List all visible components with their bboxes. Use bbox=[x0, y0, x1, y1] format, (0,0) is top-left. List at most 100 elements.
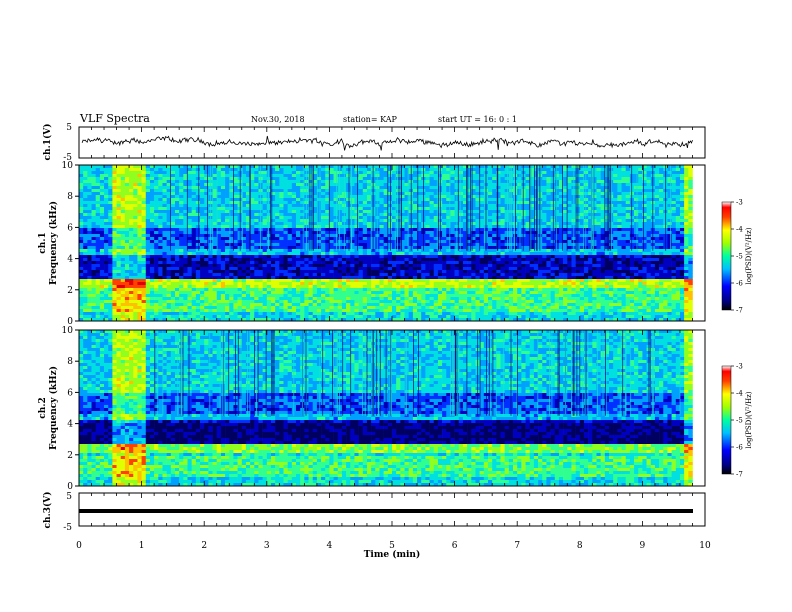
spec1-cell bbox=[366, 192, 372, 196]
spec1-cell bbox=[216, 168, 222, 172]
spec1-cell bbox=[504, 222, 510, 226]
spec1-cell bbox=[133, 264, 138, 268]
spec1-cell bbox=[162, 234, 167, 238]
spec1-cell bbox=[79, 261, 84, 265]
spec1-cell bbox=[471, 240, 476, 244]
spec1-cell bbox=[124, 216, 130, 220]
spec1-cell bbox=[629, 213, 635, 217]
spec1-cell bbox=[79, 195, 84, 199]
spec1-cell bbox=[446, 177, 451, 181]
spec1-cell bbox=[550, 201, 556, 205]
spec1-cell bbox=[137, 192, 142, 196]
spec1-cell bbox=[162, 171, 167, 175]
spec1-cell bbox=[179, 252, 184, 256]
spec1-cell bbox=[279, 234, 284, 238]
spec1-cell bbox=[275, 189, 280, 193]
spec1-cell bbox=[254, 237, 259, 241]
spec1-cell bbox=[479, 204, 485, 208]
spec1-cell bbox=[621, 222, 626, 226]
spec1-cell bbox=[479, 201, 485, 205]
spec1-cell bbox=[116, 225, 122, 229]
spec1-cell bbox=[379, 192, 384, 196]
spec1-cell bbox=[145, 225, 151, 229]
spec1-cell bbox=[379, 213, 384, 217]
spec1-cell bbox=[325, 240, 330, 244]
spec1-cell bbox=[496, 261, 501, 265]
spec1-cell bbox=[546, 183, 551, 187]
spec1-cell bbox=[154, 216, 159, 220]
spec1-cell bbox=[558, 213, 564, 217]
spec1-cell bbox=[129, 246, 134, 250]
spec1-cell bbox=[500, 246, 505, 250]
spec1-cell bbox=[120, 219, 126, 223]
spec1-cell bbox=[137, 222, 142, 226]
spec1-cell bbox=[487, 249, 493, 253]
spec1-cell bbox=[596, 204, 601, 208]
spec1-cell bbox=[329, 246, 334, 250]
spec1-cell bbox=[279, 207, 284, 211]
spec1-cell bbox=[446, 258, 451, 262]
spec1-cell bbox=[308, 180, 313, 184]
spec1-cell bbox=[659, 180, 664, 184]
spec1-cell bbox=[629, 231, 635, 235]
spec1-cell bbox=[600, 180, 606, 184]
spec1-cell bbox=[158, 174, 163, 178]
spec1-cell bbox=[396, 168, 401, 172]
spec1-cell bbox=[270, 174, 276, 178]
spec1-cell bbox=[287, 240, 293, 244]
spec1-cell bbox=[329, 189, 334, 193]
spec1-cell bbox=[487, 198, 493, 202]
spec1-cell bbox=[504, 243, 510, 247]
spec1-cell bbox=[667, 201, 672, 205]
spec1-cell bbox=[291, 228, 297, 232]
spec1-cell bbox=[500, 231, 505, 235]
spec1-cell bbox=[158, 171, 163, 175]
spec1-cell bbox=[137, 171, 142, 175]
spec1-cell bbox=[558, 255, 564, 259]
spec1-cell bbox=[266, 255, 272, 259]
spec1-cell bbox=[450, 180, 455, 184]
spec1-cell bbox=[329, 222, 334, 226]
spec1-cell bbox=[558, 207, 564, 211]
spec1-cell bbox=[688, 186, 693, 190]
spec1-cell bbox=[525, 183, 531, 187]
spec1-cell bbox=[412, 264, 418, 268]
spec1-cell bbox=[350, 225, 355, 229]
spec1-cell bbox=[212, 168, 218, 172]
spec1-cell bbox=[579, 228, 585, 232]
spec1-cell bbox=[191, 204, 197, 208]
spec1-cell bbox=[496, 255, 501, 259]
spec1-cell bbox=[429, 249, 435, 253]
spec1-cell bbox=[333, 201, 339, 205]
spec1-cell bbox=[116, 243, 122, 247]
spec1-cell bbox=[325, 180, 330, 184]
spec1-cell bbox=[258, 258, 263, 262]
spec1-cell bbox=[245, 252, 251, 256]
spec1-cell bbox=[191, 237, 197, 241]
spec1-cell bbox=[458, 222, 464, 226]
spec1-cell bbox=[120, 249, 126, 253]
spec1-cell bbox=[433, 246, 439, 250]
spec1-cell bbox=[529, 186, 535, 190]
spec1-cell bbox=[554, 255, 560, 259]
spec1-cell bbox=[95, 192, 101, 196]
spec1-cell bbox=[500, 264, 505, 268]
spec1-cell bbox=[191, 174, 197, 178]
spec1-cell bbox=[266, 216, 272, 220]
spec1-cell bbox=[684, 201, 689, 205]
spec1-cell bbox=[646, 240, 652, 244]
spec1-cell bbox=[450, 168, 455, 172]
spec1-cell bbox=[646, 234, 652, 238]
spec1-cell bbox=[262, 180, 268, 184]
spec1-cell bbox=[550, 237, 556, 241]
spec1-cell bbox=[137, 252, 142, 256]
spec1-cell bbox=[483, 264, 489, 268]
spec1-cell bbox=[200, 231, 205, 235]
spec1-cell bbox=[162, 165, 167, 169]
spec1-cell bbox=[195, 189, 201, 193]
spec1-cell bbox=[158, 210, 163, 214]
spec1-cell bbox=[262, 165, 268, 169]
spec1-cell bbox=[392, 231, 397, 235]
spec1-cell bbox=[583, 168, 589, 172]
spec1-cell bbox=[250, 219, 255, 223]
